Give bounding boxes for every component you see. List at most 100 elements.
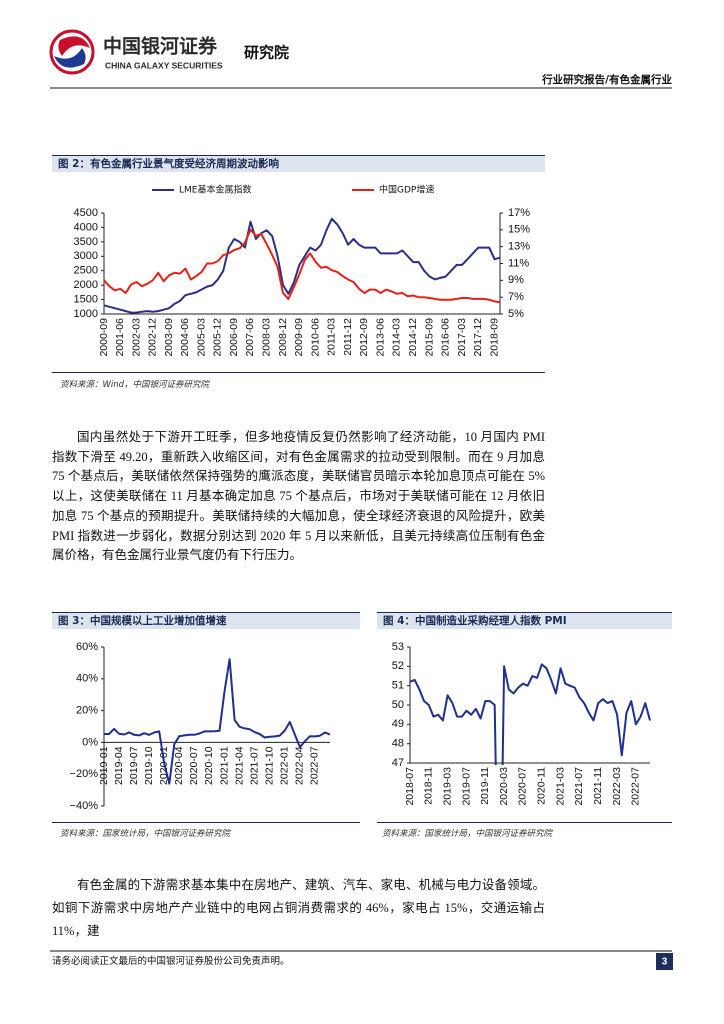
x-tick-label: 2019-07 xyxy=(128,746,140,785)
x-tick-label: 2013-06 xyxy=(374,318,386,357)
data-line xyxy=(103,228,501,304)
x-tick-label: 2022-03 xyxy=(611,767,623,806)
y-tick-label: 20% xyxy=(76,705,98,717)
x-tick-label: 2009-09 xyxy=(293,318,305,357)
x-tick-label: 2002-03 xyxy=(130,318,142,357)
x-tick-label: 2021-07 xyxy=(248,746,260,785)
x-tick-label: 2020-07 xyxy=(188,746,200,785)
x-tick-label: 2022-07 xyxy=(309,746,321,785)
data-line xyxy=(103,217,501,314)
x-tick-label: 2018-09 xyxy=(488,318,500,357)
x-tick-label: 2020-03 xyxy=(498,767,510,806)
x-tick-label: 2021-11 xyxy=(592,767,604,805)
figure-source: 资料来源：国家统计局，中国银河证券研究院 xyxy=(60,829,231,839)
x-tick-label: 2021-10 xyxy=(264,746,276,785)
y-tick-label: 40% xyxy=(76,673,98,685)
figure-title: 图 2：有色金属行业景气度受经济周期波动影响 xyxy=(52,155,545,172)
y2-tick-label: 17% xyxy=(508,207,530,219)
x-tick-label: 2011-03 xyxy=(326,318,338,356)
figure-source: 资料来源：国家统计局，中国银河证券研究院 xyxy=(382,829,553,839)
x-tick-label: 2019-01 xyxy=(98,746,110,785)
page-number: 3 xyxy=(662,957,668,968)
y-tick-label: 2000 xyxy=(74,279,98,291)
x-tick-label: 2019-11 xyxy=(479,767,491,805)
x-tick-label: 2022-07 xyxy=(630,767,642,806)
x-tick-label: 2020-07 xyxy=(517,767,529,806)
x-tick-label: 2002-12 xyxy=(147,318,159,357)
y-tick-label: 52 xyxy=(392,660,404,672)
company-name: 中国银河证券 xyxy=(103,35,218,58)
y2-tick-label: 15% xyxy=(508,224,530,236)
paragraph: 国内虽然处于下游开工旺季，但多地疫情反复仍然影响了经济动能，10 月国内 PMI… xyxy=(52,430,545,563)
y2-tick-label: 11% xyxy=(508,257,529,269)
x-tick-label: 2022-01 xyxy=(279,746,291,785)
y-tick-label: −20% xyxy=(70,768,99,780)
x-tick-label: 2011-12 xyxy=(342,318,354,356)
x-tick-label: 2015-09 xyxy=(423,318,435,357)
y-tick-label: 47 xyxy=(392,757,404,769)
y-tick-label: 51 xyxy=(392,680,404,692)
x-tick-label: 2021-03 xyxy=(554,767,566,806)
y-tick-label: 3500 xyxy=(74,236,98,248)
y-tick-label: 50 xyxy=(392,699,404,711)
legend-label: 中国GDP增速 xyxy=(379,184,434,196)
x-tick-label: 2005-12 xyxy=(212,318,224,357)
x-tick-label: 2008-03 xyxy=(261,318,273,357)
y2-tick-label: 13% xyxy=(508,241,530,253)
y-tick-label: 49 xyxy=(392,718,404,730)
x-tick-label: 2006-09 xyxy=(228,318,240,357)
y2-tick-label: 9% xyxy=(508,274,524,286)
y2-tick-label: 5% xyxy=(508,308,524,320)
x-tick-label: 2019-03 xyxy=(441,767,453,806)
x-tick-label: 2020-10 xyxy=(203,746,215,785)
x-tick-label: 2019-07 xyxy=(460,767,472,806)
x-tick-label: 2000-09 xyxy=(98,318,110,357)
figure-title: 图 3：中国规模以上工业增加值增速 xyxy=(52,612,360,629)
y-tick-label: 0% xyxy=(82,736,98,748)
y-tick-label: 3000 xyxy=(74,250,98,262)
x-tick-label: 2005-03 xyxy=(195,318,207,357)
figure-title: 图 4：中国制造业采购经理人指数 PMI xyxy=(377,612,672,629)
y-tick-label: −40% xyxy=(70,800,99,812)
x-tick-label: 2021-01 xyxy=(218,746,230,785)
x-tick-label: 2014-03 xyxy=(391,318,403,357)
y-tick-label: 2500 xyxy=(74,265,98,277)
x-tick-label: 2022-04 xyxy=(294,746,306,785)
y-tick-label: 4000 xyxy=(74,221,98,233)
x-tick-label: 2021-07 xyxy=(573,767,585,806)
figure-rule xyxy=(377,822,672,823)
x-tick-label: 2003-09 xyxy=(163,318,175,357)
figure-rule xyxy=(52,822,360,823)
data-line xyxy=(104,658,331,785)
legend-label: LME基本金属指数 xyxy=(179,184,251,196)
y-tick-label: 4500 xyxy=(74,207,98,219)
logo xyxy=(49,29,95,75)
y-tick-label: 48 xyxy=(392,738,404,750)
x-tick-label: 2019-04 xyxy=(113,746,125,785)
x-tick-label: 2001-06 xyxy=(114,318,126,357)
x-tick-label: 2012-09 xyxy=(358,318,370,357)
y2-tick-label: 7% xyxy=(508,291,524,303)
y-tick-label: 1500 xyxy=(74,293,98,305)
y-tick-label: 1000 xyxy=(74,308,98,320)
x-tick-label: 2007-06 xyxy=(244,318,256,357)
x-tick-label: 2018-07 xyxy=(404,767,416,806)
company-name-en: CHINA GALAXY SECURITIES xyxy=(105,60,223,70)
x-tick-label: 2008-12 xyxy=(277,318,289,357)
x-tick-label: 2016-06 xyxy=(440,318,452,357)
x-tick-label: 2021-04 xyxy=(233,746,245,785)
x-tick-label: 2018-11 xyxy=(423,767,435,805)
y-tick-label: 60% xyxy=(76,641,98,653)
x-tick-label: 2020-11 xyxy=(536,767,548,805)
x-tick-label: 2014-12 xyxy=(407,318,419,357)
figure-source: 资料来源：Wind，中国银河证券研究院 xyxy=(60,380,210,390)
page-box xyxy=(656,953,673,970)
division: 研究院 xyxy=(244,44,289,62)
x-tick-label: 2004-06 xyxy=(179,318,191,357)
x-tick-label: 2017-12 xyxy=(472,318,484,357)
report-type: 行业研究报告/有色金属行业 xyxy=(541,73,672,86)
x-tick-label: 2019-10 xyxy=(143,746,155,785)
x-tick-label: 2017-03 xyxy=(456,318,468,357)
y-tick-label: 53 xyxy=(392,641,404,653)
